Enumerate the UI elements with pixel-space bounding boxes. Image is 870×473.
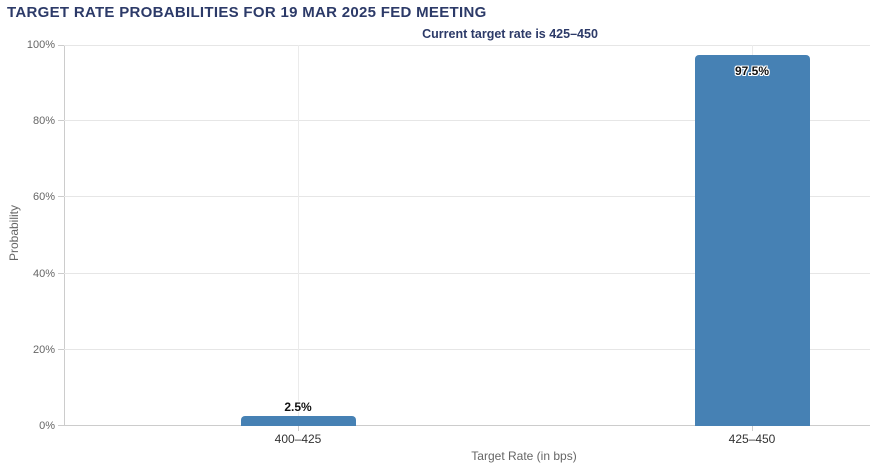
y-tick-label: 20% [32, 344, 55, 356]
h-gridline [64, 196, 870, 197]
y-tick-label: 60% [32, 191, 55, 203]
x-axis-line [64, 425, 870, 426]
y-tick-label: 40% [32, 268, 55, 280]
bar-425-450[interactable] [694, 55, 810, 426]
y-axis-title: Probability [7, 204, 21, 262]
v-gridline [298, 45, 299, 426]
h-gridline [64, 349, 870, 350]
chart-subtitle: Current target rate is 425–450 [422, 27, 598, 41]
bar-400-425[interactable] [240, 416, 356, 426]
y-axis-tick [58, 425, 64, 426]
h-gridline [64, 120, 870, 121]
y-axis-tick [58, 120, 64, 121]
y-axis-tick [58, 196, 64, 197]
bar-value-label: 97.5% [734, 64, 770, 78]
h-gridline [64, 45, 870, 46]
y-tick-label: 80% [32, 115, 55, 127]
y-axis-tick [58, 349, 64, 350]
x-category-label: 425–450 [728, 432, 776, 446]
h-gridline [64, 273, 870, 274]
plot-area: 0% 20% 40% 60% 80% 100% 2.5% 400–425 97.5% 425–45… [27, 39, 870, 446]
chart-title: TARGET RATE PROBABILITIES FOR 19 MAR 202… [7, 4, 487, 21]
x-axis-tick [298, 426, 299, 431]
y-axis-tick [58, 273, 64, 274]
x-axis-tick [752, 426, 753, 431]
y-axis-tick [58, 45, 64, 46]
y-axis-line [64, 45, 65, 426]
y-tick-label: 100% [26, 39, 55, 51]
x-axis-title: Target Rate (in bps) [471, 449, 577, 463]
x-category-label: 400–425 [274, 432, 322, 446]
y-tick-label: 0% [39, 420, 55, 432]
bar-value-label: 2.5% [284, 400, 312, 414]
